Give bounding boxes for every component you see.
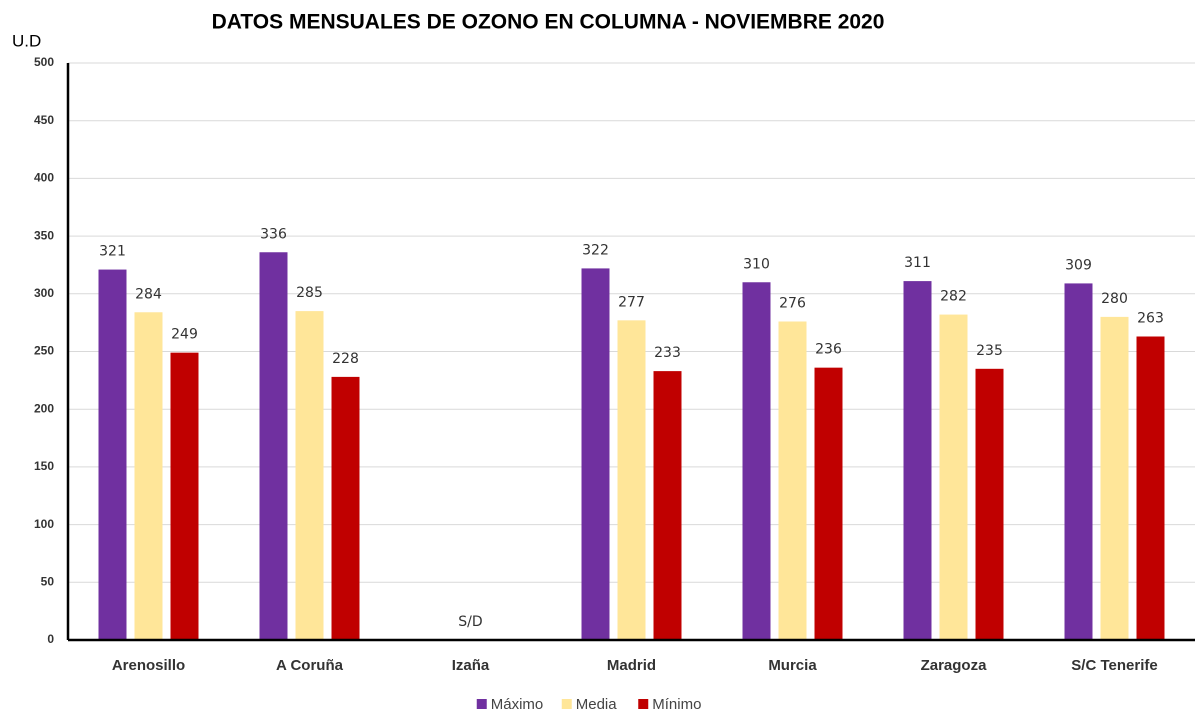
bar [331,376,360,640]
annotation: S/D [458,614,482,630]
legend-label: Mínimo [652,696,701,713]
y-tick-label: 50 [41,574,55,588]
chart-title: DATOS MENSUALES DE OZONO EN COLUMNA - NO… [212,11,885,34]
bar [778,321,807,640]
data-label: 276 [779,295,806,311]
data-label: 233 [654,345,681,361]
data-label: 282 [940,289,967,305]
y-tick-label: 350 [34,228,54,242]
data-label: 263 [1137,310,1164,326]
data-label: 249 [171,327,198,343]
x-tick-label: Murcia [768,657,817,674]
bar [295,311,324,640]
data-label: 277 [618,294,645,310]
bar [134,312,163,640]
bar [581,268,610,640]
y-tick-label: 250 [34,344,54,358]
y-tick-label: 300 [34,286,54,300]
y-tick-label: 500 [34,55,54,69]
bar [98,269,127,640]
bar [617,320,646,640]
data-label: 311 [904,255,931,271]
legend-label: Media [576,696,618,713]
x-tick-label: A Coruña [276,657,344,674]
y-tick-label: 400 [34,171,54,185]
bar [653,371,682,640]
x-tick-label: S/C Tenerife [1071,657,1157,674]
bar [814,367,843,640]
x-tick-label: Arenosillo [112,657,185,674]
legend-swatch [476,699,487,709]
y-tick-label: 100 [34,517,54,531]
y-axis-label: U.D [12,31,41,50]
legend-swatch [638,699,649,709]
bar [1100,316,1129,640]
y-tick-label: 200 [34,401,54,415]
data-label: 228 [332,351,359,367]
data-label: 322 [582,242,609,258]
legend-label: Máximo [491,696,544,713]
data-label: 236 [815,342,842,358]
data-label: 235 [976,343,1003,359]
bar [259,252,288,641]
data-label: 284 [135,286,162,302]
data-label: 336 [260,226,287,242]
data-label: 309 [1065,257,1092,273]
data-label: 280 [1101,291,1128,307]
data-label: 310 [743,256,770,272]
y-tick-label: 450 [34,113,54,127]
data-label: 321 [99,244,126,260]
bar [742,282,771,640]
x-tick-label: Izaña [452,657,490,674]
bar [939,314,968,640]
y-tick-label: 0 [47,632,54,646]
bar [170,352,199,640]
bar [1136,336,1165,640]
legend-swatch [561,699,572,709]
data-label: 285 [296,285,323,301]
y-tick-label: 150 [34,459,54,473]
x-tick-label: Madrid [607,657,656,674]
bar [975,368,1004,640]
x-tick-label: Zaragoza [921,657,988,674]
bar [903,281,932,640]
bar [1064,283,1093,640]
